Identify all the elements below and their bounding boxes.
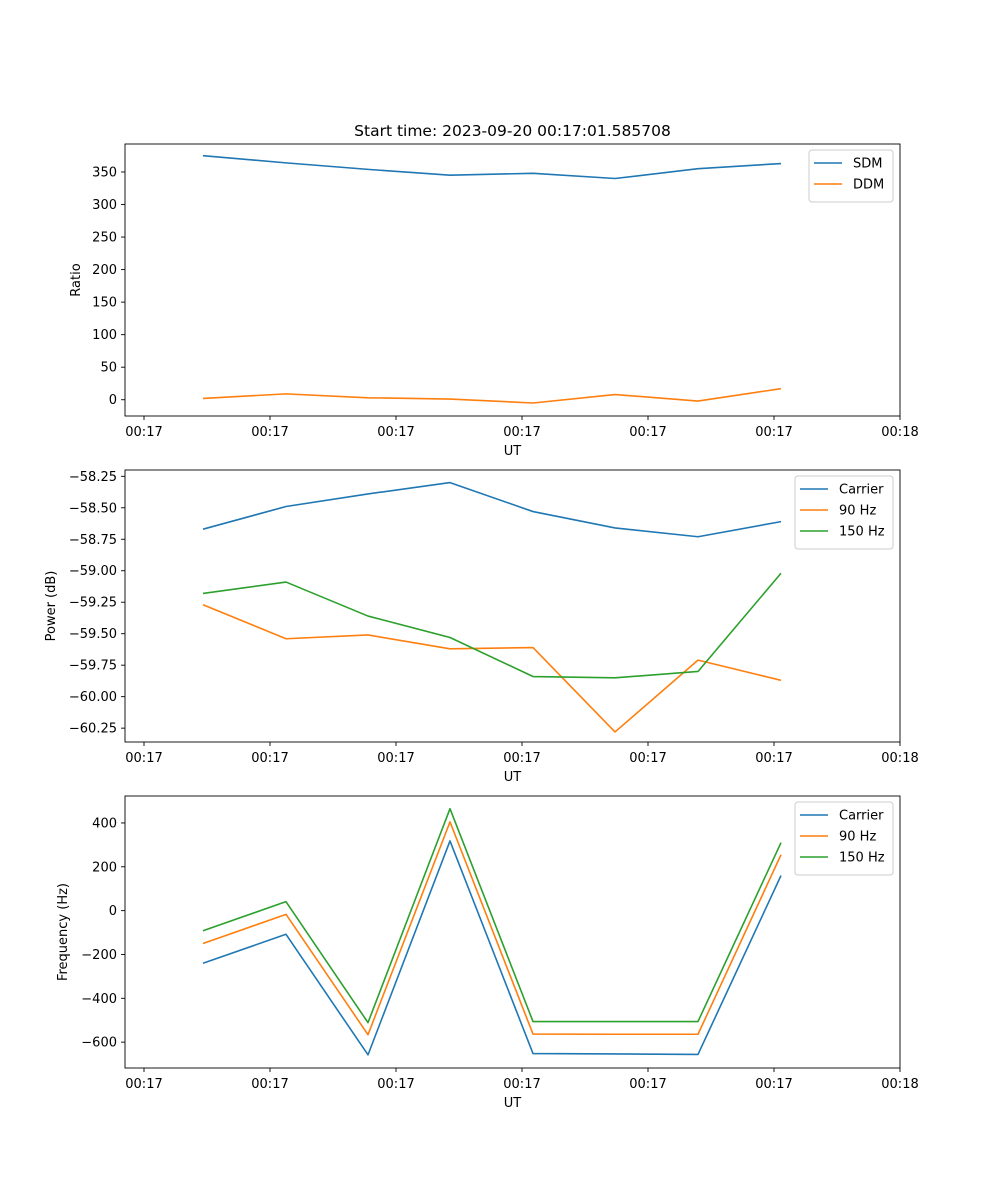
y-tick-label: 50 — [100, 361, 117, 376]
y-tick-label: 200 — [92, 263, 117, 278]
legend-label: SDM — [853, 157, 882, 172]
series-line-carrier — [202, 840, 782, 1056]
y-tick-label: 150 — [92, 296, 117, 311]
x-axis-label: UT — [504, 444, 522, 459]
legend: Carrier 90 Hz 150 Hz — [794, 475, 894, 550]
legend-label: DDM — [853, 178, 884, 193]
y-tick-label: −600 — [81, 1036, 117, 1051]
x-tick-label: 00:17 — [629, 425, 666, 440]
x-tick-label: 00:17 — [377, 751, 414, 766]
legend-label: 90 Hz — [839, 830, 876, 845]
chart-3: 00:17 00:17 00:17 00:17 00:17 00:17 00:18 −600 −… — [56, 795, 919, 1111]
y-tick-label: 250 — [92, 231, 117, 246]
chart-title: Start time: 2023-09-20 00:17:01.585708 — [354, 122, 671, 140]
y-axis-label: Power (dB) — [44, 571, 59, 642]
chart-1: Start time: 2023-09-20 00:17:01.58570800… — [69, 122, 919, 459]
y-tick-label: −60.25 — [69, 722, 117, 737]
series-line-90-hz — [202, 821, 782, 1036]
legend-label: Carrier — [839, 483, 884, 498]
x-tick-label: 00:17 — [503, 1077, 540, 1092]
series-line-90-hz — [202, 603, 782, 733]
y-tick-label: −200 — [81, 948, 117, 963]
series-line-sdm — [202, 154, 782, 180]
y-tick-label: 200 — [92, 860, 117, 875]
x-tick-label: 00:17 — [125, 751, 162, 766]
legend: SDM DDM — [808, 149, 894, 203]
x-tick-label: 00:17 — [755, 1077, 792, 1092]
y-axis-label: Frequency (Hz) — [56, 883, 71, 981]
x-tick-label: 00:17 — [125, 425, 162, 440]
y-tick-label: −60.00 — [69, 690, 117, 705]
series-line-150-hz — [202, 807, 782, 1024]
series-line-ddm — [202, 387, 782, 404]
y-axis-label: Ratio — [69, 263, 84, 296]
x-tick-label: 00:17 — [251, 751, 288, 766]
y-tick-label: 400 — [92, 816, 117, 831]
y-tick-label: 0 — [109, 904, 117, 919]
axes-frame — [124, 469, 901, 743]
x-tick-label: 00:17 — [251, 1077, 288, 1092]
y-tick-label: −59.25 — [69, 596, 117, 611]
legend-label: 90 Hz — [839, 504, 876, 519]
x-tick-label: 00:17 — [377, 425, 414, 440]
axes-frame — [124, 143, 901, 417]
y-tick-label: −58.25 — [69, 470, 117, 485]
series-line-150-hz — [202, 572, 782, 679]
y-tick-label: 100 — [92, 328, 117, 343]
legend-label: Carrier — [839, 809, 884, 824]
y-tick-label: −59.75 — [69, 659, 117, 674]
x-axis-label: UT — [504, 770, 522, 785]
axes-frame — [124, 795, 901, 1069]
y-tick-label: −59.00 — [69, 564, 117, 579]
y-tick-label: 0 — [109, 393, 117, 408]
x-tick-label: 00:17 — [503, 425, 540, 440]
x-tick-label: 00:17 — [629, 1077, 666, 1092]
legend: Carrier 90 Hz 150 Hz — [794, 801, 894, 876]
x-axis-label: UT — [504, 1096, 522, 1111]
x-tick-label: 00:17 — [125, 1077, 162, 1092]
x-tick-label: 00:17 — [755, 425, 792, 440]
y-tick-label: −400 — [81, 992, 117, 1007]
series-line-carrier — [202, 481, 782, 538]
x-tick-label: 00:18 — [881, 751, 918, 766]
y-tick-label: −59.50 — [69, 627, 117, 642]
x-tick-label: 00:17 — [755, 751, 792, 766]
y-tick-label: −58.75 — [69, 533, 117, 548]
x-tick-label: 00:18 — [881, 1077, 918, 1092]
x-tick-label: 00:17 — [503, 751, 540, 766]
legend-label: 150 Hz — [839, 851, 885, 866]
y-tick-label: −58.50 — [69, 501, 117, 516]
x-tick-label: 00:18 — [881, 425, 918, 440]
x-tick-label: 00:17 — [629, 751, 666, 766]
legend-label: 150 Hz — [839, 525, 885, 540]
y-tick-label: 350 — [92, 165, 117, 180]
x-tick-label: 00:17 — [251, 425, 288, 440]
y-tick-label: 300 — [92, 198, 117, 213]
chart-2: 00:17 00:17 00:17 00:17 00:17 00:17 00:18 −60.2… — [44, 469, 919, 785]
x-tick-label: 00:17 — [377, 1077, 414, 1092]
